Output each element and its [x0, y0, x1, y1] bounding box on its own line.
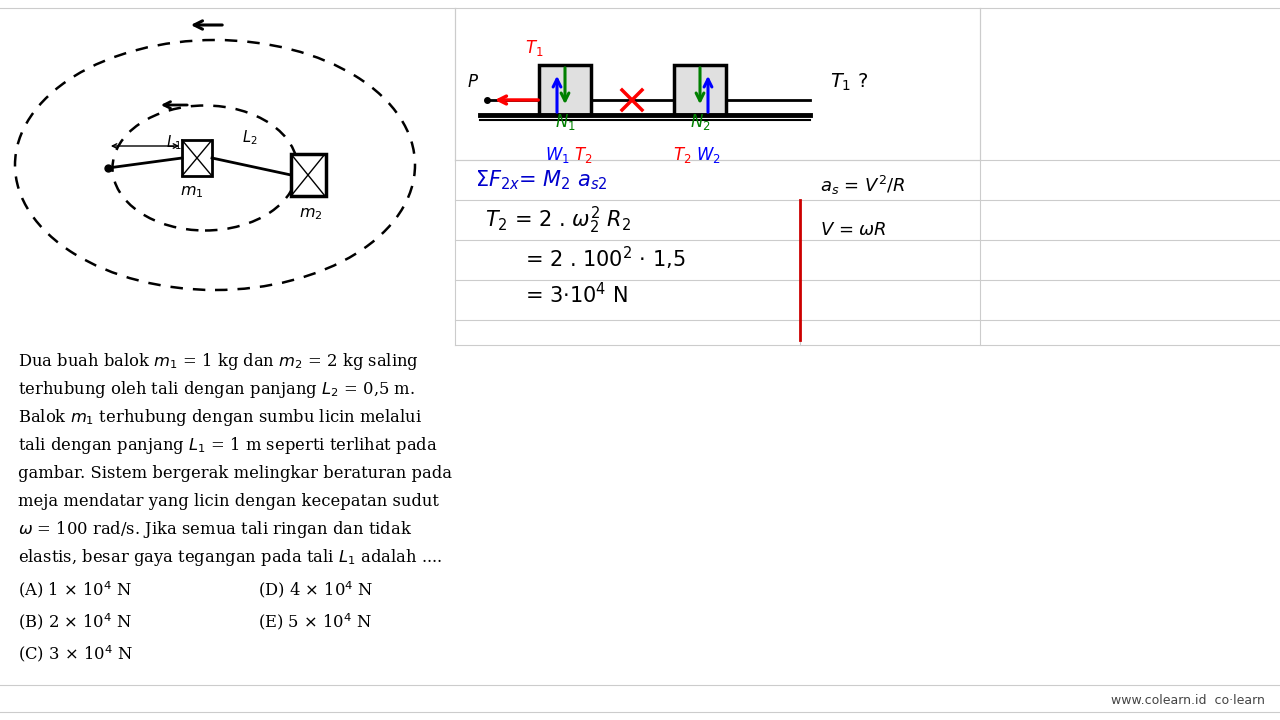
Text: $T_1$: $T_1$	[525, 38, 543, 58]
FancyBboxPatch shape	[182, 140, 212, 176]
FancyBboxPatch shape	[675, 65, 726, 115]
Text: $W_2$: $W_2$	[695, 145, 721, 165]
Text: Dua buah balok $m_1$ = 1 kg dan $m_2$ = 2 kg saling: Dua buah balok $m_1$ = 1 kg dan $m_2$ = …	[18, 351, 419, 372]
FancyBboxPatch shape	[539, 65, 591, 115]
Text: (B) 2 $\times$ 10$^4$ N: (B) 2 $\times$ 10$^4$ N	[18, 611, 132, 632]
Text: $T_1$ ?: $T_1$ ?	[829, 71, 868, 93]
Text: $\Sigma F_{2x}$= $M_2$ $a_{s2}$: $\Sigma F_{2x}$= $M_2$ $a_{s2}$	[475, 168, 608, 192]
Text: $V$ = $\omega R$: $V$ = $\omega R$	[820, 221, 887, 239]
Text: elastis, besar gaya tegangan pada tali $L_1$ adalah ....: elastis, besar gaya tegangan pada tali $…	[18, 547, 443, 569]
Text: $W_1$: $W_1$	[544, 145, 570, 165]
Text: = 3$\cdot$10$^4$ N: = 3$\cdot$10$^4$ N	[525, 282, 628, 307]
Text: $N_2$: $N_2$	[690, 112, 710, 132]
Text: tali dengan panjang $L_1$ = 1 m seperti terlihat pada: tali dengan panjang $L_1$ = 1 m seperti …	[18, 436, 438, 456]
Text: $T_2$: $T_2$	[573, 145, 593, 165]
Text: $P$: $P$	[467, 73, 479, 91]
Text: terhubung oleh tali dengan panjang $L_2$ = 0,5 m.: terhubung oleh tali dengan panjang $L_2$…	[18, 379, 415, 400]
Text: www.colearn.id  co·learn: www.colearn.id co·learn	[1111, 693, 1265, 706]
Text: gambar. Sistem bergerak melingkar beraturan pada: gambar. Sistem bergerak melingkar beratu…	[18, 466, 452, 482]
Text: $m_2$: $m_2$	[300, 206, 323, 222]
Text: $N_1$: $N_1$	[554, 112, 576, 132]
Text: (A) 1 $\times$ 10$^4$ N: (A) 1 $\times$ 10$^4$ N	[18, 580, 132, 600]
Text: $T_2$: $T_2$	[673, 145, 691, 165]
Text: = 2 . 100$^2$ $\cdot$ 1,5: = 2 . 100$^2$ $\cdot$ 1,5	[525, 244, 686, 271]
Text: $L_2$: $L_2$	[242, 129, 257, 148]
Text: (D) 4 $\times$ 10$^4$ N: (D) 4 $\times$ 10$^4$ N	[259, 580, 374, 600]
Text: $m_1$: $m_1$	[180, 184, 204, 199]
Text: (E) 5 $\times$ 10$^4$ N: (E) 5 $\times$ 10$^4$ N	[259, 611, 372, 632]
Text: Balok $m_1$ terhubung dengan sumbu licin melalui: Balok $m_1$ terhubung dengan sumbu licin…	[18, 408, 422, 428]
Text: $a_s$ = $V^2$/$R$: $a_s$ = $V^2$/$R$	[820, 174, 905, 197]
Text: $\omega$ = 100 rad/s. Jika semua tali ringan dan tidak: $\omega$ = 100 rad/s. Jika semua tali ri…	[18, 520, 412, 541]
Text: meja mendatar yang licin dengan kecepatan sudut: meja mendatar yang licin dengan kecepata…	[18, 493, 439, 510]
Text: $L_1$: $L_1$	[166, 134, 182, 153]
Text: $T_2$ = 2 . $\omega_2^2$ $R_2$: $T_2$ = 2 . $\omega_2^2$ $R_2$	[485, 204, 631, 235]
FancyBboxPatch shape	[291, 154, 326, 196]
Text: (C) 3 $\times$ 10$^4$ N: (C) 3 $\times$ 10$^4$ N	[18, 644, 133, 665]
